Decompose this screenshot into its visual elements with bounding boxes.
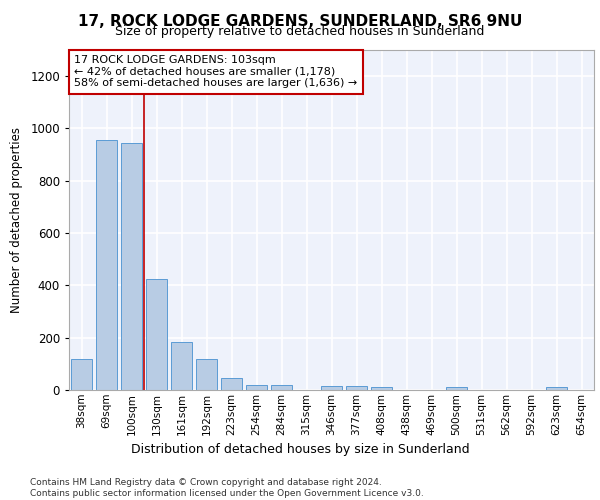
Bar	[171, 342, 192, 390]
Bar	[146, 279, 167, 390]
Bar	[96, 140, 117, 390]
Y-axis label: Number of detached properties: Number of detached properties	[10, 127, 23, 313]
Bar	[246, 385, 267, 390]
Bar	[71, 358, 92, 390]
Bar	[221, 378, 242, 390]
Text: 17 ROCK LODGE GARDENS: 103sqm
← 42% of detached houses are smaller (1,178)
58% o: 17 ROCK LODGE GARDENS: 103sqm ← 42% of d…	[74, 55, 358, 88]
Bar	[121, 143, 142, 390]
Text: Size of property relative to detached houses in Sunderland: Size of property relative to detached ho…	[115, 25, 485, 38]
Text: 17, ROCK LODGE GARDENS, SUNDERLAND, SR6 9NU: 17, ROCK LODGE GARDENS, SUNDERLAND, SR6 …	[78, 14, 522, 29]
Bar	[346, 386, 367, 390]
Text: Distribution of detached houses by size in Sunderland: Distribution of detached houses by size …	[131, 442, 469, 456]
Bar	[546, 388, 567, 390]
Bar	[446, 388, 467, 390]
Text: Contains HM Land Registry data © Crown copyright and database right 2024.
Contai: Contains HM Land Registry data © Crown c…	[30, 478, 424, 498]
Bar	[271, 385, 292, 390]
Bar	[371, 388, 392, 390]
Bar	[321, 386, 342, 390]
Bar	[196, 358, 217, 390]
